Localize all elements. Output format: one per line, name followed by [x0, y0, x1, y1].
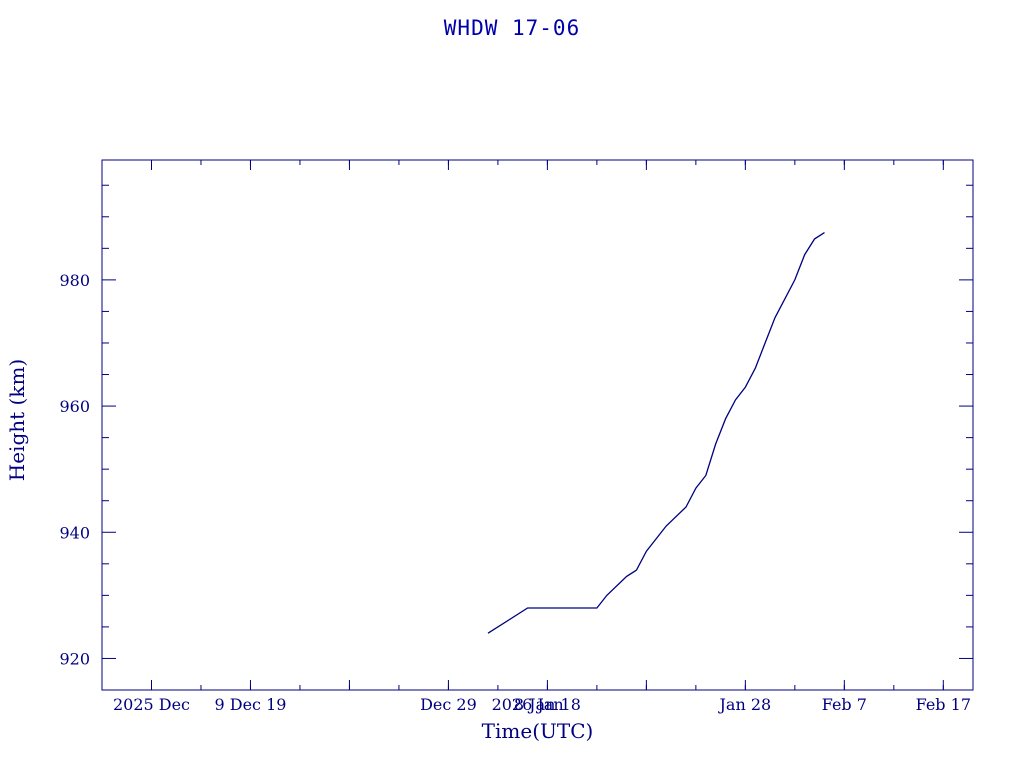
- x-tick-label: Feb 17: [916, 695, 971, 714]
- x-tick-label: 2026 Jan: [492, 695, 564, 714]
- tick-marks: [101, 160, 973, 690]
- x-tick-label: 9 Dec 19: [214, 695, 286, 714]
- x-tick-label: Jan 28: [718, 695, 772, 714]
- x-tick-label: Dec 29: [420, 695, 477, 714]
- height-series-line: [487, 232, 825, 634]
- y-axis-label: Height (km): [5, 358, 29, 482]
- y-tick-label: 980: [59, 271, 90, 290]
- x-tick-label: 8 Jan 18: [514, 695, 581, 714]
- x-tick-label: Feb 7: [822, 695, 867, 714]
- y-tick-label: 960: [59, 397, 90, 416]
- plot-frame: [101, 159, 974, 691]
- x-axis-label: Time(UTC): [481, 719, 594, 743]
- y-tick-label: 920: [59, 649, 90, 668]
- x-tick-label: 2025 Dec: [113, 695, 190, 714]
- y-tick-label: 940: [59, 523, 90, 542]
- chart-title: WHDW 17-06: [443, 16, 581, 40]
